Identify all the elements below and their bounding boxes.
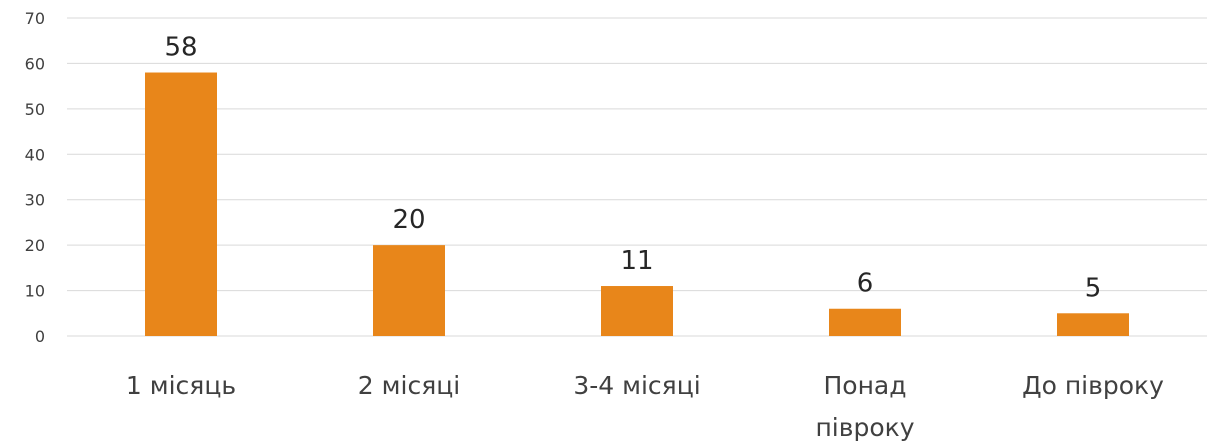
y-tick-label-50: 50 [25,100,45,119]
bar-4 [829,308,901,336]
bar-2 [373,245,445,336]
y-tick-label-20: 20 [25,236,45,255]
data-label-1: 58 [164,33,197,63]
gridlines [67,17,1207,337]
data-label-4: 6 [857,269,874,299]
bar-5 [1057,313,1129,336]
y-axis-tick-labels: 0 10 20 30 40 50 60 70 [25,9,45,346]
y-tick-label-10: 10 [25,282,45,301]
x-tick-label-1: 1 місяць [126,371,236,400]
y-tick-label-40: 40 [25,145,45,164]
data-label-3: 11 [620,246,653,276]
data-label-5: 5 [1085,273,1102,303]
x-tick-label-4: Понад півроку [815,371,914,442]
bars [145,72,1129,336]
x-tick-label-5: До півроку [1022,371,1164,400]
data-label-2: 20 [392,205,425,235]
x-tick-label-2: 2 місяці [358,371,460,400]
y-tick-label-0: 0 [35,327,45,346]
x-axis-tick-labels: 1 місяць 2 місяці 3-4 місяці Понад півроку До… [126,371,1164,442]
data-labels: 58 20 11 6 5 [164,33,1101,304]
bar-1 [145,72,217,336]
y-tick-label-60: 60 [25,54,45,73]
bar-3 [601,286,673,336]
x-tick-label-3: 3-4 місяці [573,371,700,400]
y-tick-label-30: 30 [25,191,45,210]
y-tick-label-70: 70 [25,9,45,28]
